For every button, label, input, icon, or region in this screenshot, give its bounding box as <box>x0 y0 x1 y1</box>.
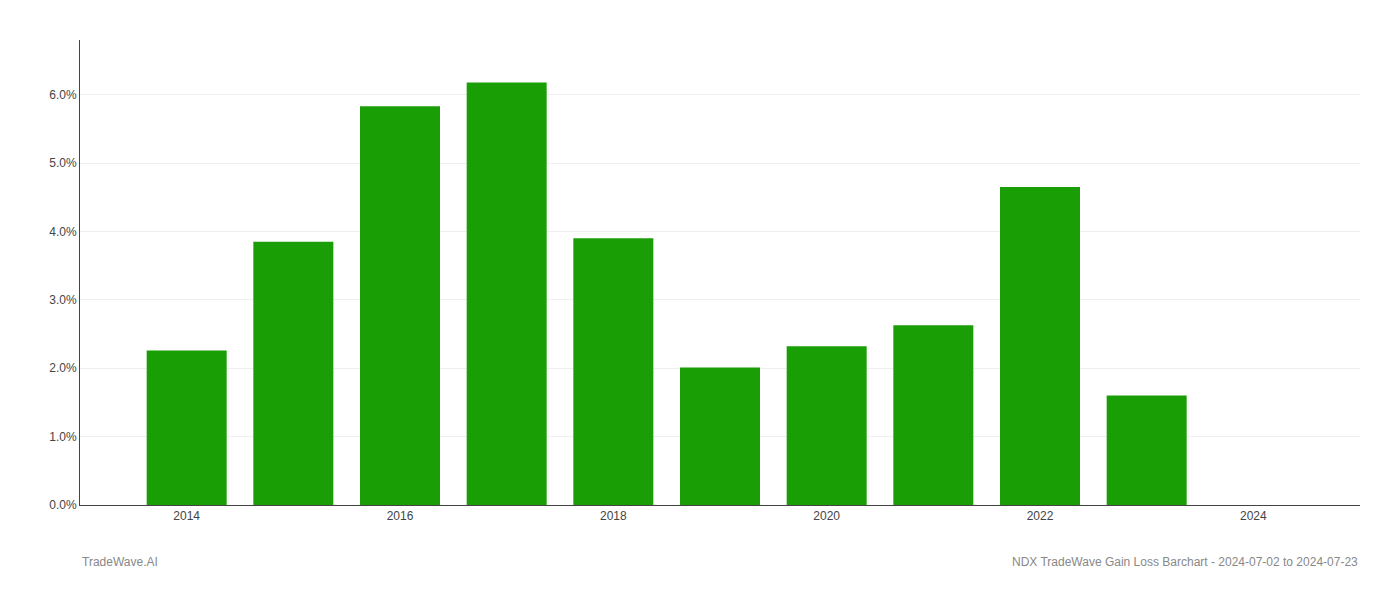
svg-text:2022: 2022 <box>1027 509 1054 523</box>
svg-text:2.0%: 2.0% <box>49 361 77 375</box>
svg-text:2014: 2014 <box>173 509 200 523</box>
svg-text:2024: 2024 <box>1240 509 1267 523</box>
svg-text:5.0%: 5.0% <box>49 156 77 170</box>
svg-text:3.0%: 3.0% <box>49 293 77 307</box>
svg-text:TradeWave.AI: TradeWave.AI <box>82 555 158 569</box>
svg-text:1.0%: 1.0% <box>49 430 77 444</box>
svg-text:0.0%: 0.0% <box>49 498 77 512</box>
svg-text:6.0%: 6.0% <box>49 88 77 102</box>
svg-text:2020: 2020 <box>813 509 840 523</box>
svg-text:2018: 2018 <box>600 509 627 523</box>
svg-text:2016: 2016 <box>387 509 414 523</box>
svg-text:NDX TradeWave Gain Loss Barcha: NDX TradeWave Gain Loss Barchart - 2024-… <box>1012 555 1358 569</box>
svg-text:4.0%: 4.0% <box>49 225 77 239</box>
